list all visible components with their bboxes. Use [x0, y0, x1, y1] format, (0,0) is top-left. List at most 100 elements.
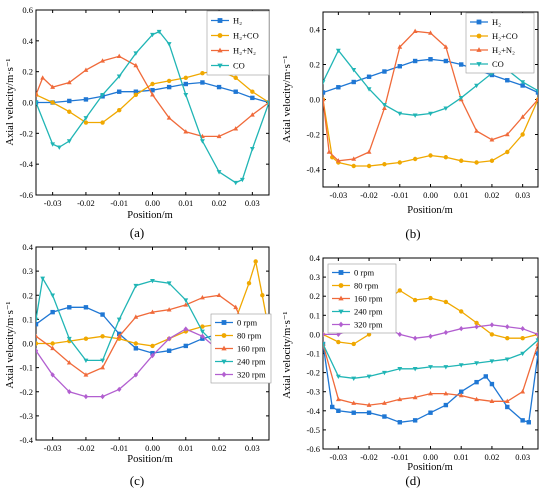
data-point — [428, 57, 433, 62]
data-point — [100, 393, 105, 400]
data-point — [83, 305, 89, 310]
data-point — [443, 365, 449, 370]
y-tick-label: -0.2 — [20, 387, 33, 397]
data-point — [397, 367, 403, 372]
data-point — [133, 62, 139, 68]
data-point — [166, 84, 172, 90]
data-point — [351, 400, 357, 405]
legend-label: H₂+CO — [233, 31, 259, 41]
y-tick-label: -0.1 — [307, 349, 320, 359]
data-point — [100, 58, 105, 63]
legend-label: CO — [233, 61, 245, 71]
data-point — [382, 102, 387, 108]
y-tick-label: 0.0 — [22, 98, 33, 108]
data-point — [366, 374, 372, 380]
data-point — [459, 309, 464, 314]
legend-label: 0 rpm — [354, 268, 374, 278]
data-point — [412, 335, 418, 341]
data-point — [246, 280, 252, 286]
legend-label: H₂+N₂ — [492, 45, 515, 55]
legend-swatch-marker — [221, 345, 227, 351]
data-point — [166, 307, 172, 312]
data-point — [233, 180, 239, 186]
data-point — [150, 81, 155, 87]
data-point — [412, 58, 418, 64]
data-point — [36, 322, 39, 327]
legend-swatch-marker — [221, 320, 227, 325]
y-tick-label: 0.0 — [309, 95, 320, 105]
data-point — [133, 314, 139, 319]
legend-label: 240 rpm — [237, 357, 266, 367]
data-point — [133, 92, 139, 97]
legend-swatch-marker — [217, 33, 223, 38]
data-point — [100, 334, 105, 339]
panel-label: (d) — [405, 473, 420, 488]
data-point — [443, 329, 449, 336]
y-tick-label: -0.3 — [20, 411, 33, 421]
chart-panel-4: -0.03 -0.02 -0.01 0.00 0.01 0.02 0.03 -0.6 -0.5 -… — [282, 253, 539, 488]
legend: H₂ H₂+CO H₂+N₂ CO — [465, 12, 535, 74]
data-point — [428, 333, 433, 339]
data-point — [183, 298, 189, 303]
data-point — [397, 64, 402, 69]
x-tick-label: 0.00 — [423, 452, 438, 462]
data-point — [505, 149, 510, 155]
data-point — [335, 396, 341, 402]
data-point — [474, 379, 479, 385]
data-point — [67, 109, 72, 114]
x-tick-label: 0.03 — [515, 190, 530, 200]
data-point — [428, 295, 433, 301]
data-point — [150, 279, 155, 284]
data-point — [200, 295, 205, 300]
data-point — [459, 62, 464, 67]
data-point — [36, 348, 39, 354]
data-point — [382, 370, 387, 376]
x-tick-label: -0.03 — [329, 190, 347, 200]
data-point — [443, 299, 449, 305]
series-line — [323, 30, 538, 162]
data-point — [351, 163, 356, 169]
data-point — [183, 75, 188, 81]
data-point — [397, 44, 403, 49]
data-point — [428, 365, 433, 370]
data-point — [474, 160, 479, 165]
data-point — [526, 420, 531, 425]
data-point — [166, 78, 172, 84]
x-tick-label: 0.00 — [145, 443, 160, 453]
legend-swatch-marker — [338, 321, 344, 328]
data-point — [83, 116, 89, 121]
legend-label: H₂ — [233, 16, 242, 26]
data-point — [489, 332, 495, 337]
data-point — [366, 410, 372, 415]
data-point — [397, 331, 402, 338]
legend-swatch-marker — [221, 359, 227, 365]
data-point — [412, 367, 418, 372]
series-line — [323, 99, 538, 167]
data-point — [489, 322, 495, 328]
data-point — [428, 410, 433, 415]
data-point — [100, 120, 105, 125]
data-point — [520, 326, 525, 332]
data-point — [100, 364, 105, 370]
x-tick-label: 0.03 — [515, 452, 530, 462]
data-point — [150, 343, 155, 349]
x-tick-label: 0.02 — [484, 190, 499, 200]
data-point — [330, 404, 335, 410]
legend-swatch-marker — [476, 33, 482, 39]
data-point — [335, 158, 341, 163]
data-point — [397, 111, 403, 117]
data-point — [183, 81, 188, 87]
series-line — [323, 339, 538, 379]
data-point — [483, 374, 488, 379]
data-point — [323, 90, 326, 95]
data-point — [133, 341, 139, 346]
y-tick-label: -0.4 — [20, 159, 34, 169]
data-point — [249, 146, 255, 152]
y-axis-title: Axial velocity/m·s⁻¹ — [5, 58, 16, 145]
data-point — [382, 400, 387, 405]
data-point — [50, 345, 56, 351]
data-point — [458, 392, 464, 398]
data-point — [443, 44, 449, 49]
data-point — [520, 114, 526, 119]
